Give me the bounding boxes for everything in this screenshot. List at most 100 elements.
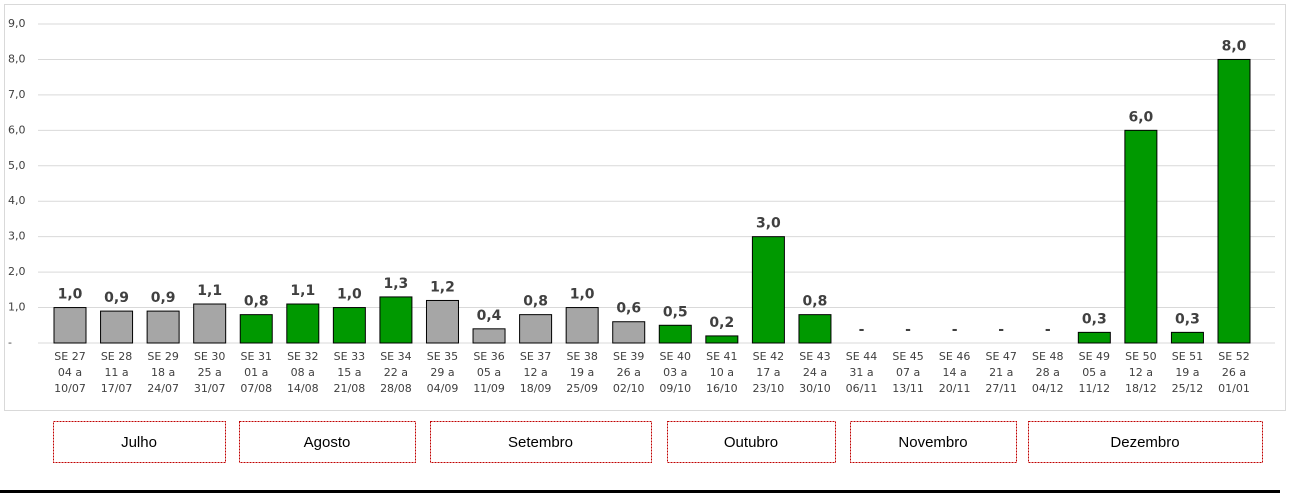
x-tick-label: SE 52 (1218, 350, 1249, 363)
x-tick-label: 13/11 (892, 382, 924, 395)
value-label: 0,9 (151, 290, 176, 306)
x-tick-label: 31 a (849, 366, 873, 379)
x-tick-label: 11/09 (473, 382, 505, 395)
x-tick-label: SE 42 (753, 350, 784, 363)
x-tick-label: 03 a (663, 366, 687, 379)
bar (146, 310, 180, 344)
bar (472, 328, 506, 344)
x-tick-label: 17 a (756, 366, 780, 379)
x-tick-label: 26 a (617, 366, 641, 379)
x-tick-label: 06/11 (846, 382, 878, 395)
value-label: 0,8 (523, 294, 548, 310)
x-tick-label: 19 a (1175, 366, 1199, 379)
x-tick-label: 24/07 (147, 382, 179, 395)
x-tick-label: 01/01 (1218, 382, 1250, 395)
bar (798, 314, 832, 344)
x-tick-label: SE 34 (380, 350, 411, 363)
x-tick-label: 29 a (430, 366, 454, 379)
x-tick-label: 22 a (384, 366, 408, 379)
x-tick-label: SE 41 (706, 350, 737, 363)
month-box (53, 421, 226, 463)
x-tick-label: 05 a (477, 366, 501, 379)
value-label: 0,2 (709, 315, 734, 331)
month-label: Setembro (508, 434, 573, 451)
y-tick-label: 5,0 (8, 159, 26, 172)
x-tick-label: 05 a (1082, 366, 1106, 379)
y-tick-label: 7,0 (8, 88, 26, 101)
value-label: 1,2 (430, 279, 455, 295)
x-tick-label: 31/07 (194, 382, 226, 395)
value-label: 6,0 (1128, 109, 1153, 125)
x-tick-label: SE 46 (939, 350, 970, 363)
bottom-rule (0, 490, 1280, 493)
x-tick-label: 10/07 (54, 382, 86, 395)
y-tick-label: 1,0 (8, 301, 26, 314)
x-tick-label: 30/10 (799, 382, 831, 395)
month-box (667, 421, 836, 463)
value-label: - (859, 322, 865, 338)
month-box (430, 421, 652, 463)
month-label: Novembro (898, 434, 967, 451)
x-tick-label: SE 44 (846, 350, 877, 363)
bar (705, 335, 739, 344)
bar (612, 321, 646, 344)
value-label: 1,1 (290, 283, 315, 299)
month-label: Outubro (724, 434, 778, 451)
bar (332, 307, 366, 344)
value-label: 0,3 (1175, 311, 1200, 327)
month-label: Agosto (304, 434, 351, 451)
bar (565, 307, 599, 344)
x-tick-label: 24 a (803, 366, 827, 379)
x-tick-label: 14 a (943, 366, 967, 379)
y-tick-label: 9,0 (8, 17, 26, 30)
bar (1170, 331, 1204, 344)
value-label: 0,8 (244, 294, 269, 310)
x-tick-label: 20/11 (939, 382, 971, 395)
y-tick-label: 3,0 (8, 230, 26, 243)
month-label: Dezembro (1110, 434, 1179, 451)
value-label: 0,3 (1082, 311, 1107, 327)
x-tick-label: 21/08 (334, 382, 366, 395)
x-tick-label: 26 a (1222, 366, 1246, 379)
x-tick-label: 17/07 (101, 382, 133, 395)
x-tick-label: 14/08 (287, 382, 319, 395)
x-tick-label: 16/10 (706, 382, 738, 395)
x-tick-label: 28/08 (380, 382, 412, 395)
x-tick-label: 12 a (523, 366, 547, 379)
x-tick-label: SE 51 (1172, 350, 1203, 363)
value-label: 3,0 (756, 216, 781, 232)
x-tick-label: 19 a (570, 366, 594, 379)
x-tick-label: 04/12 (1032, 382, 1064, 395)
x-tick-label: 02/10 (613, 382, 645, 395)
x-tick-label: 01 a (244, 366, 268, 379)
x-tick-label: SE 30 (194, 350, 225, 363)
x-tick-label: 07/08 (240, 382, 272, 395)
x-tick-label: SE 33 (334, 350, 365, 363)
x-tick-label: 21 a (989, 366, 1013, 379)
bar (1077, 331, 1111, 344)
value-label: 0,6 (616, 301, 641, 317)
month-box (239, 421, 416, 463)
bar (658, 324, 692, 344)
x-tick-label: 12 a (1129, 366, 1153, 379)
value-label: - (1045, 322, 1051, 338)
x-tick-label: SE 38 (566, 350, 597, 363)
y-tick-label: 4,0 (8, 194, 26, 207)
value-label: 1,1 (197, 283, 222, 299)
x-tick-label: SE 35 (427, 350, 458, 363)
value-label: 1,3 (384, 276, 409, 292)
x-tick-label: SE 29 (147, 350, 178, 363)
x-tick-label: 18/12 (1125, 382, 1157, 395)
value-label: 0,4 (477, 308, 502, 324)
x-tick-label: 07 a (896, 366, 920, 379)
value-label: - (998, 322, 1004, 338)
month-box (850, 421, 1017, 463)
x-tick-label: 25/09 (566, 382, 598, 395)
bar (751, 236, 785, 344)
y-tick-label: 8,0 (8, 52, 26, 65)
x-tick-label: 25 a (198, 366, 222, 379)
x-tick-label: 04/09 (427, 382, 459, 395)
x-tick-label: 18 a (151, 366, 175, 379)
